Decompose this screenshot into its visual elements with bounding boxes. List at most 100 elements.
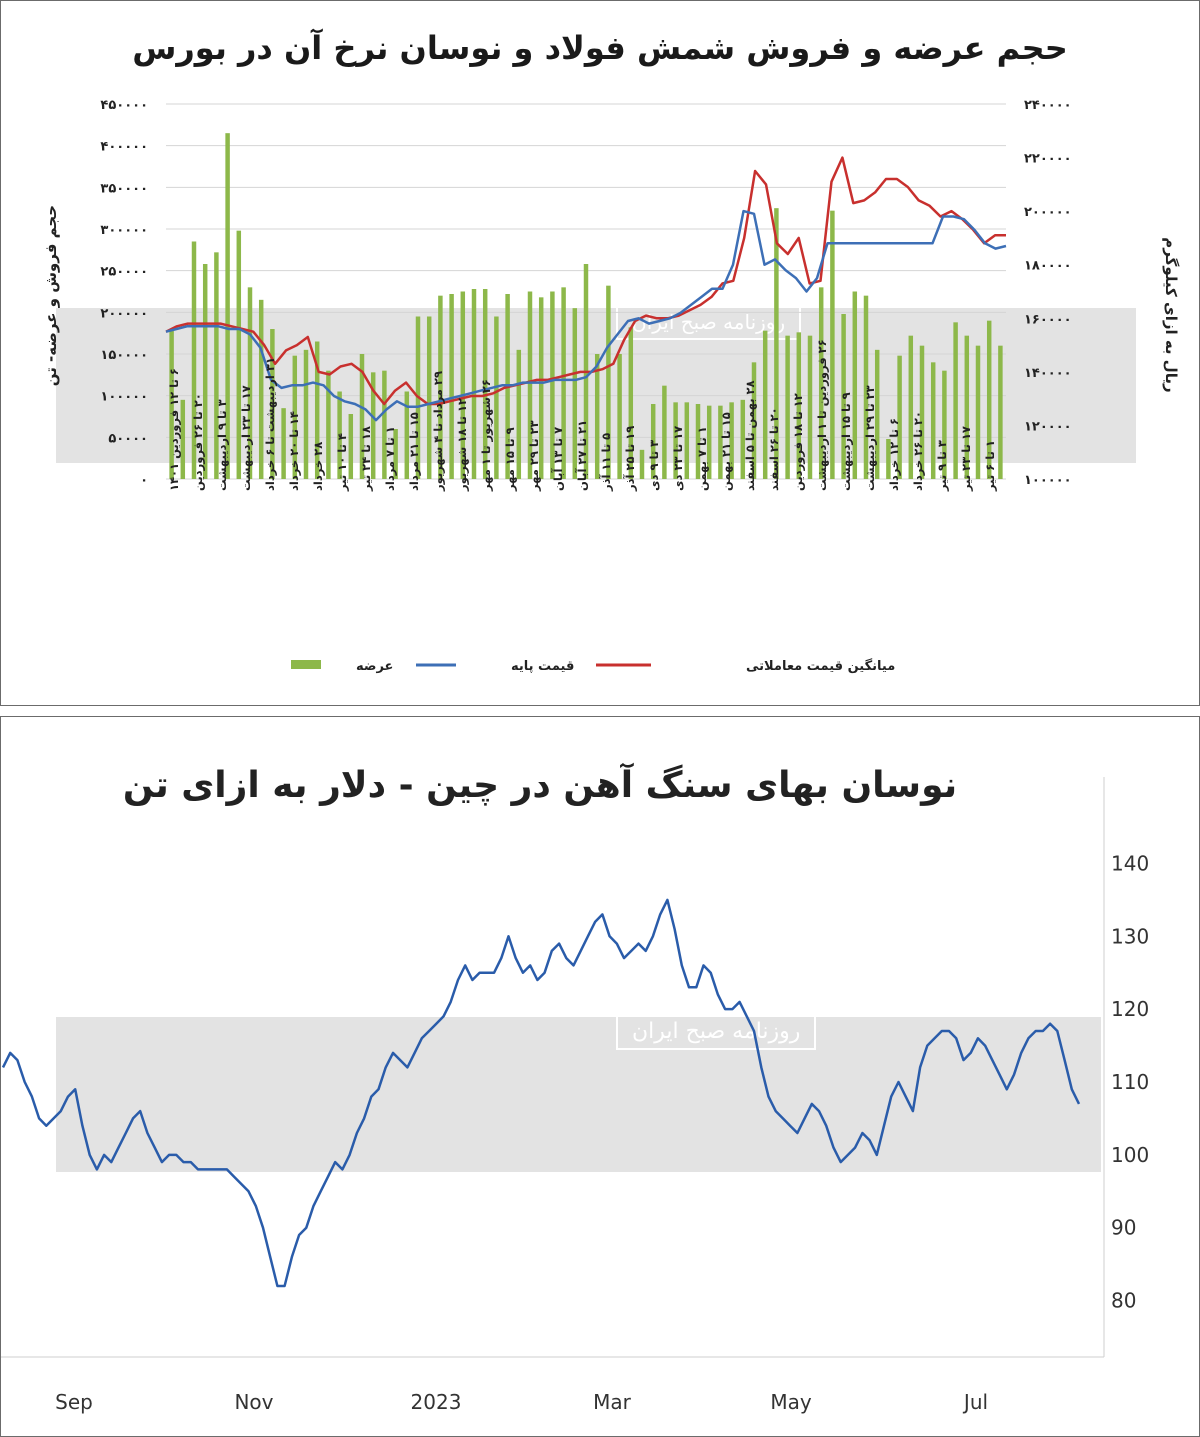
supply-bar (460, 291, 466, 479)
y-tick-label-right: ۱۰۰۰۰۰ (1024, 473, 1072, 488)
x-tick-label: ۲۳ تا ۲۹ مهر (527, 420, 541, 492)
supply-bar (247, 287, 253, 479)
y-tick-label: 120 (1111, 997, 1149, 1021)
x-tick-label: ۳ تا ۹ دی (647, 440, 661, 491)
supply-bar (214, 252, 219, 479)
y-tick-label-right: ۲۴۰۰۰۰ (1024, 98, 1072, 113)
supply-bar (975, 345, 981, 479)
steel-ingot-chart: ۰ ۵۰۰۰۰ ۱۰۰۰۰۰ ۱۵۰۰۰۰ ۲۰۰۰۰۰ ۲۵۰۰۰۰ ۳۰۰۰۰۰ ۳۵۰۰… (100, 98, 1072, 674)
supply-bar (169, 330, 174, 479)
y-tick-label-left: ۳۰۰۰۰۰ (100, 223, 148, 238)
supply-bar (639, 449, 645, 479)
supply-bar (225, 133, 230, 479)
supply-bar (617, 354, 622, 479)
supply-bar (550, 291, 555, 479)
supply-bar (785, 335, 790, 479)
y-tick-label-right: ۱۲۰۰۰۰ (1024, 419, 1072, 434)
supply-bar (538, 297, 544, 479)
supply-bar (370, 372, 376, 479)
supply-bar (818, 287, 824, 479)
y-tick-label-right: ۱۶۰۰۰۰ (1024, 312, 1072, 327)
x-tick-label: ۱۵ تا ۲۱ بهمن (719, 412, 733, 491)
supply-bar (258, 299, 264, 479)
x-tick-label: ۹ تا ۱۵ اردیبهشت (839, 392, 853, 491)
supply-bar (930, 362, 936, 479)
y-tick-label-right: ۲۰۰۰۰۰ (1024, 205, 1072, 220)
watermark-band (56, 1017, 1101, 1172)
supply-bar (662, 385, 667, 479)
y-tick-label-left: ۱۵۰۰۰۰ (100, 348, 148, 363)
x-tick-label: ۲۸ خرداد (311, 442, 325, 491)
y-tick-label-left: ۲۰۰۰۰۰ (100, 306, 148, 321)
x-tick-label: ۱۸ تا ۲۴ تیر (359, 426, 373, 492)
supply-bar (874, 349, 880, 479)
supply-bar (695, 404, 701, 479)
supply-bar (527, 291, 533, 479)
y-tick-label: 90 (1111, 1216, 1136, 1240)
supply-bar (908, 335, 914, 479)
supply-bar (202, 264, 208, 479)
supply-bar (561, 287, 566, 479)
supply-bar (807, 335, 813, 479)
supply-bar (191, 241, 197, 479)
supply-bar (471, 289, 477, 479)
supply-bar (684, 402, 690, 479)
x-tick-label: ۱۷ تا ۲۳ دی (671, 426, 685, 491)
x-tick-label: ۱ تا ۷ بهمن (695, 426, 709, 491)
supply-bar (359, 354, 365, 479)
supply-bar (594, 354, 600, 479)
x-tick-label: ۹ تا ۱۵ مهر (503, 427, 517, 492)
supply-bar (964, 335, 970, 479)
x-tick-label: 2023 (411, 1390, 462, 1414)
supply-bar (572, 308, 578, 479)
x-tick-label: ۱۹ تا ۲۵ آذر (623, 426, 637, 492)
supply-bar (863, 295, 869, 479)
x-tick-label: ۲۶ فروردین تا ۱ اردیبهشت (815, 339, 830, 491)
y-tick-label-left: ۰ (140, 473, 148, 488)
supply-bar (830, 210, 835, 479)
y-tick-label-right: ۱۴۰۰۰۰ (1024, 366, 1072, 381)
supply-bar (998, 345, 1003, 479)
supply-bar (303, 349, 309, 479)
supply-bar (281, 408, 286, 479)
x-tick-label: May (770, 1390, 812, 1414)
x-tick-label: ۷ تا ۱۳ آبان (551, 427, 565, 491)
legend-label-avg-trade: میانگین قیمت معاملاتی (746, 658, 895, 674)
x-tick-label: ۱ تا ۷ مرداد (383, 426, 397, 491)
supply-bar (326, 370, 331, 479)
x-tick-label: Sep (55, 1390, 93, 1414)
avg-trade-price-line (165, 156, 1006, 406)
legend-swatch-supply (291, 660, 321, 669)
x-tick-label: ۱۴ تا ۲۰ خرداد (287, 411, 301, 491)
x-tick-label: ۶ تا ۱۲ خرداد (887, 418, 901, 491)
supply-bar (292, 355, 298, 479)
y-tick-label: 130 (1111, 924, 1149, 948)
x-tick-label: ۲۹ مرداد تا ۴ شهریور (431, 371, 446, 492)
supply-bar (718, 405, 723, 479)
x-tick-label: ۲۱ تا ۲۷ آبان (575, 420, 589, 491)
supply-bar (482, 289, 488, 479)
supply-bar (740, 399, 746, 479)
supply-bar (762, 330, 768, 479)
supply-bar (180, 399, 186, 479)
x-tick-label: ۱ تا ۶ تیر (983, 440, 997, 492)
y-tick-label-left: ۴۰۰۰۰۰ (100, 140, 148, 155)
y-axis-label-left: حجم فروش و عرضه- تن (42, 205, 60, 387)
y-tick-label: 100 (1111, 1143, 1149, 1167)
y-tick-label-left: ۱۰۰۰۰۰ (100, 390, 148, 405)
supply-bar (494, 316, 499, 479)
supply-bar (796, 332, 802, 479)
y-tick-label: 140 (1111, 851, 1149, 875)
base-price-line (165, 209, 1007, 422)
y-axis-label-right: ریال به ازای کیلوگرم (1162, 237, 1180, 393)
supply-bar (852, 291, 858, 479)
y-tick-label-left: ۵۰۰۰۰ (108, 431, 148, 446)
x-tick-label: Mar (593, 1390, 632, 1414)
supply-bar (606, 285, 611, 479)
supply-bar (382, 370, 387, 479)
y-tick-label-left: ۳۵۰۰۰۰ (100, 181, 148, 196)
x-tick-label: ۳۱ اردیبهشت تا ۶ خرداد (263, 357, 277, 491)
supply-bar (337, 391, 342, 479)
iron-ore-chart-panel: نوسان بهای سنگ آهن در چین - دلار به ازای… (0, 716, 1200, 1437)
supply-bar (706, 405, 712, 479)
